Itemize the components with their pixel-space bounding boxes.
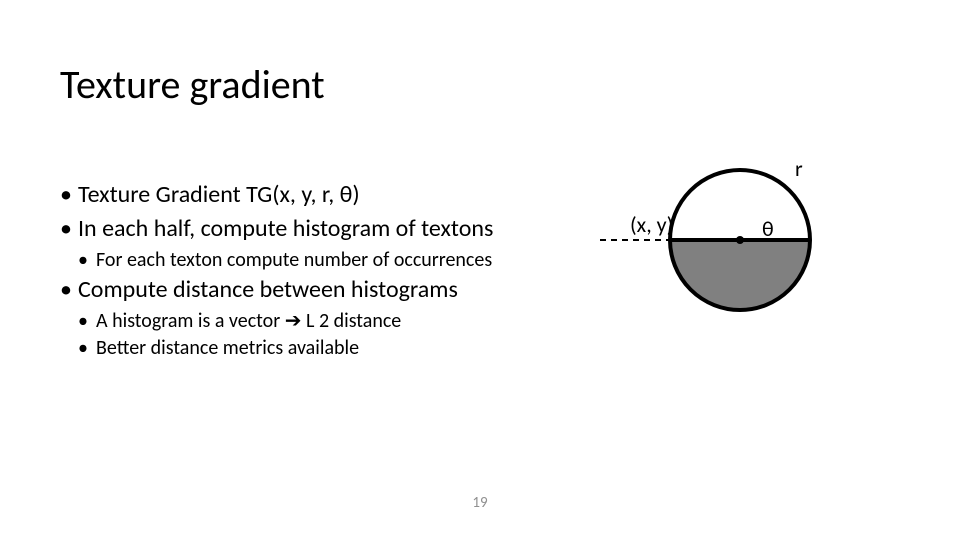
page-number: 19: [0, 494, 960, 512]
upper-half-disc: [670, 170, 810, 240]
bullet-tg-definition: Texture Gradient TG(x, y, r, θ): [60, 180, 590, 210]
slide-title: Texture gradient: [60, 60, 325, 109]
bullet-l2-post: L 2 distance: [302, 309, 402, 333]
half-disc-diagram: (x, y) r θ: [600, 140, 860, 340]
bullet-l2-distance: A histogram is a vector ➔ L 2 distance: [60, 309, 590, 334]
arrow-icon: ➔: [285, 310, 302, 332]
label-xy: (x, y): [630, 211, 673, 238]
bullet-compute-distance: Compute distance between histograms: [60, 275, 590, 305]
slide-body: Texture Gradient TG(x, y, r, θ) In each …: [60, 180, 590, 363]
slide: Texture gradient Texture Gradient TG(x, …: [0, 0, 960, 540]
bullet-l2-pre: A histogram is a vector: [96, 309, 285, 333]
center-dot-icon: [736, 236, 744, 244]
bullet-histogram-halves: In each half, compute histogram of texto…: [60, 214, 590, 244]
bullet-better-metrics: Better distance metrics available: [60, 336, 590, 361]
label-r: r: [795, 155, 803, 182]
bullet-texton-occurrences: For each texton compute number of occurr…: [60, 248, 590, 273]
label-theta: θ: [762, 215, 774, 242]
lower-half-disc: [670, 240, 810, 310]
